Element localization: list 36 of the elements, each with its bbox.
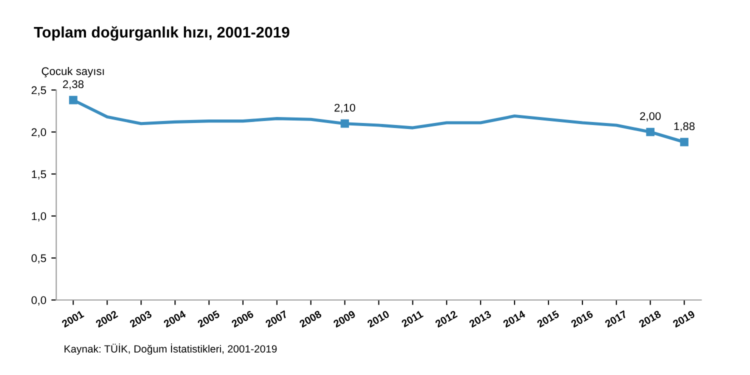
x-tick-label: 2004 [163, 310, 186, 328]
x-tick-label: 2008 [298, 310, 322, 328]
x-tick-label: 2015 [536, 310, 560, 328]
x-tick-label: 2019 [672, 310, 696, 328]
point [646, 128, 654, 136]
y-axis-title: Çocuk sayısı [42, 66, 104, 78]
x-tick-label: 2001 [61, 310, 84, 328]
y-tick-label: 2,0 [32, 128, 46, 138]
point [340, 119, 349, 128]
x-tick-label: 2005 [197, 310, 220, 328]
x-tick-label: 2006 [230, 310, 254, 328]
text: Kaynak: TÜİK, Doğum İstatistikleri, 2001-2019 [64, 343, 277, 355]
x-tick-label: 2011 [400, 310, 424, 328]
data-label: 2,10 [334, 104, 356, 113]
x-tick-label: 2002 [95, 310, 118, 328]
y-tick-label: 0,5 [32, 254, 46, 264]
x-tick-label: 2017 [604, 310, 628, 328]
x-tick-label: 2018 [638, 310, 662, 328]
y-tick-label: 0,0 [32, 296, 46, 306]
y-tick-label: 1,0 [32, 212, 46, 222]
data-label: 2,00 [640, 112, 661, 122]
y-tick-label: 2,5 [32, 86, 46, 96]
x-tick-label: 2009 [332, 310, 356, 328]
x-tick-label: 2013 [468, 310, 492, 328]
point [680, 138, 688, 146]
x-tick-label: 2014 [502, 310, 526, 328]
data-label: 2,38 [62, 80, 84, 90]
chart-title: Toplam doğurganlık hızı, 2001-2019 [34, 26, 290, 41]
x-tick-label: 2012 [434, 310, 458, 328]
x-tick-label: 2003 [129, 310, 152, 328]
x-tick-label: 2010 [366, 310, 390, 328]
x-tick-label: 2007 [264, 310, 288, 328]
x-tick-label: 2016 [570, 310, 594, 328]
y-tick-label: 1,5 [32, 170, 46, 180]
data-label: 1,88 [674, 122, 695, 132]
point [69, 96, 78, 104]
